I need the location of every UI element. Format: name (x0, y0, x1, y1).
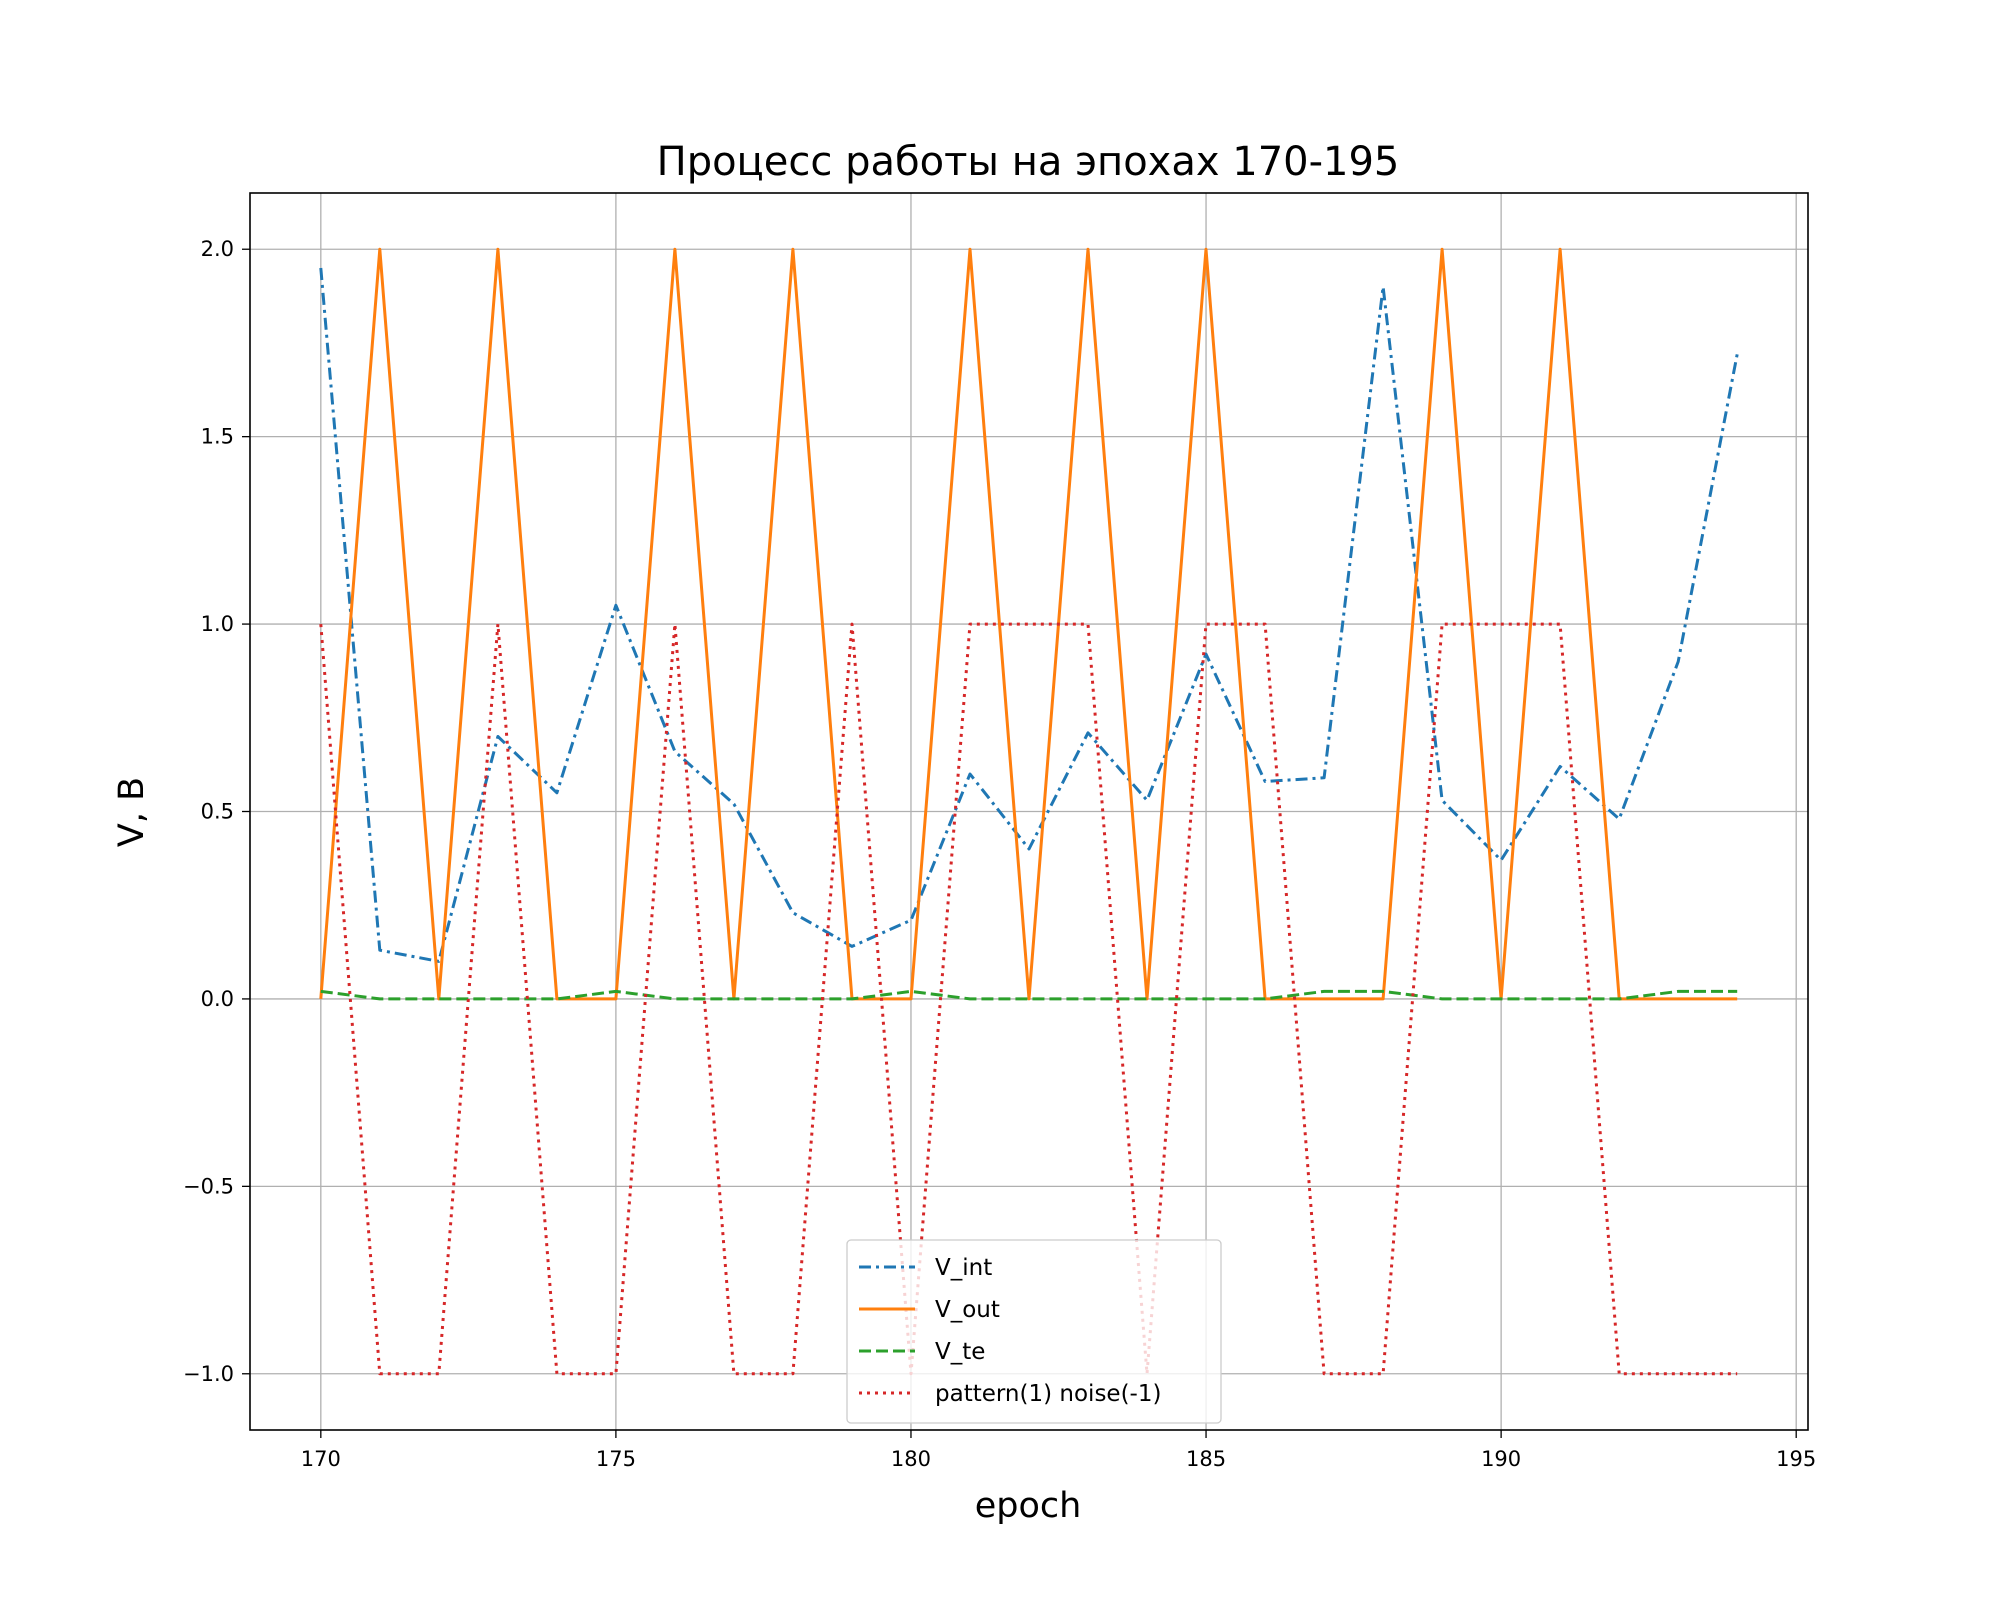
legend-box (846, 1239, 1222, 1424)
y-tick-label: 0.5 (201, 800, 234, 824)
y-tick-label: 1.0 (201, 612, 234, 636)
legend-label: V_int (935, 1255, 992, 1281)
y-axis-label: V, B (112, 777, 152, 847)
y-axis-ticks: −1.0 −0.5 0.0 0.5 1.0 1.5 2.0 (183, 237, 250, 1386)
chart-title: Процесс работы на эпохах 170-195 (657, 139, 1400, 185)
x-tick-label: 190 (1481, 1447, 1521, 1471)
y-tick-label: 2.0 (201, 237, 234, 261)
x-axis-label: epoch (975, 1486, 1082, 1526)
series-line-v-te (320, 989, 1738, 1001)
legend: V_int V_out V_te pattern(1) noise(-1) (846, 1239, 1222, 1424)
x-tick-label: 170 (301, 1447, 341, 1471)
x-tick-label: 180 (891, 1447, 931, 1471)
legend-label: V_te (935, 1339, 985, 1365)
series-line-pattern-1-noise-1 (319, 622, 1738, 1376)
y-tick-label: 1.5 (201, 425, 234, 449)
y-tick-label: −1.0 (183, 1362, 234, 1386)
x-tick-label: 175 (596, 1447, 636, 1471)
data-series (319, 247, 1739, 1376)
series-line-v-int (319, 267, 1739, 963)
y-tick-label: 0.0 (201, 987, 234, 1011)
legend-label: pattern(1) noise(-1) (935, 1381, 1161, 1407)
x-tick-label: 195 (1776, 1447, 1816, 1471)
x-axis-ticks: 170 175 180 185 190 195 (301, 1430, 1816, 1471)
y-tick-label: −0.5 (183, 1174, 234, 1198)
x-tick-label: 185 (1186, 1447, 1226, 1471)
legend-label: V_out (935, 1297, 1000, 1323)
